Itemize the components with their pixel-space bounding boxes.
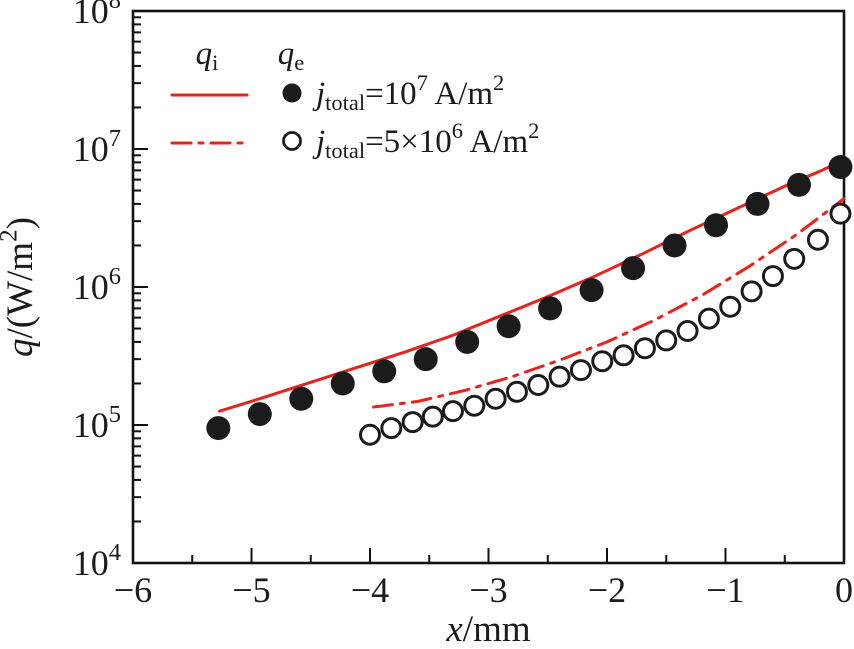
x-tick-label: −1 xyxy=(706,570,744,610)
data-point-filled xyxy=(786,172,811,197)
x-tick-label: −2 xyxy=(588,570,626,610)
y-axis-title: q/(W/m2) xyxy=(0,217,41,357)
data-point-open xyxy=(527,373,550,396)
x-tick-label: 0 xyxy=(835,570,853,610)
series-qi_line_jtotal_5e6 xyxy=(372,197,846,409)
legend-marker-filled-circle xyxy=(282,83,302,103)
data-point-open xyxy=(740,280,763,303)
data-point-filled xyxy=(455,329,480,354)
data-point-open xyxy=(441,400,464,423)
data-point-filled xyxy=(538,296,563,321)
data-point-filled xyxy=(413,347,438,372)
data-point-open xyxy=(783,247,806,270)
data-point-open xyxy=(829,202,852,225)
data-point-open xyxy=(463,394,486,417)
data-point-filled xyxy=(828,155,853,180)
y-tick-label: 107 xyxy=(73,125,121,169)
data-point-open xyxy=(505,380,528,403)
legend-header-qe: qe xyxy=(278,36,305,75)
data-point-open xyxy=(401,411,424,434)
legend-header-qi: qi xyxy=(196,36,219,75)
data-point-open xyxy=(761,265,784,288)
data-point-filled xyxy=(704,213,729,238)
x-tick-label: −5 xyxy=(232,570,270,610)
data-point-open xyxy=(719,295,742,318)
data-point-filled xyxy=(247,402,272,427)
axis-titles: x/mm q/(W/m2) xyxy=(0,217,531,649)
data-point-filled xyxy=(289,386,314,411)
data-point-open xyxy=(591,350,614,373)
data-point-filled xyxy=(330,371,355,396)
data-series xyxy=(206,155,853,446)
tick-labels: 104 105 106 107 108 −6 −5 −4 −3 −2 −1 0 xyxy=(73,0,853,610)
y-tick-label: 105 xyxy=(73,401,121,445)
data-point-open xyxy=(380,417,403,440)
data-point-filled xyxy=(496,314,521,339)
data-point-filled xyxy=(621,256,646,281)
y-tick-label: 108 xyxy=(73,0,121,31)
data-point-filled xyxy=(206,416,231,441)
data-point-open xyxy=(569,359,592,382)
data-point-open xyxy=(676,319,699,342)
legend-marker-open-circle xyxy=(282,131,302,151)
data-point-filled xyxy=(372,359,397,384)
data-point-filled xyxy=(579,278,604,303)
y-tick-label: 104 xyxy=(73,539,121,583)
series-qe_points_jtotal_5e6 xyxy=(359,202,852,446)
legend-label-jtotal-5e6: jtotal=5×106 A/m2 xyxy=(312,118,539,163)
data-point-open xyxy=(548,365,571,388)
x-tick-label: −4 xyxy=(351,570,389,610)
data-point-filled xyxy=(745,191,770,216)
legend-label-jtotal-1e7: jtotal=107 A/m2 xyxy=(312,70,504,115)
x-tick-label: −3 xyxy=(469,570,507,610)
data-point-filled xyxy=(662,233,687,258)
data-point-open xyxy=(806,228,829,251)
axis-ticks xyxy=(132,10,845,564)
data-point-open xyxy=(484,387,507,410)
x-tick-label: −6 xyxy=(114,570,152,610)
series-qe_points_jtotal_1e7 xyxy=(206,155,853,441)
data-point-open xyxy=(359,423,381,446)
data-point-open xyxy=(633,337,656,360)
x-axis-title: x/mm xyxy=(445,609,530,649)
data-point-open xyxy=(697,307,720,330)
y-tick-label: 106 xyxy=(73,263,121,307)
data-point-open xyxy=(655,329,678,352)
data-point-open xyxy=(612,344,635,367)
data-point-open xyxy=(421,405,444,428)
